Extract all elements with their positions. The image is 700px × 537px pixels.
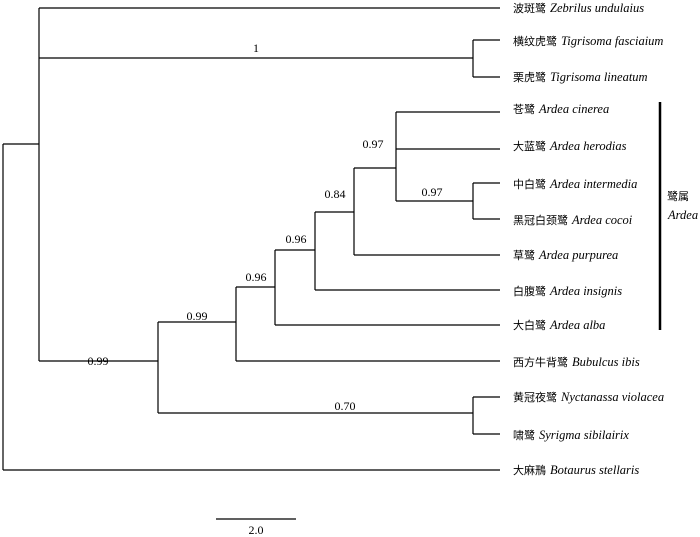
branch-node-c bbox=[157, 321, 473, 414]
tip-label: 黑冠白颈鹭 Ardea cocoi bbox=[513, 211, 633, 228]
tip-label: 黄冠夜鹭 Nyctanassa violacea bbox=[513, 388, 664, 405]
tip-label: 西方牛背鹭 Bubulcus ibis bbox=[513, 353, 640, 370]
branch-intermedia-cocoi bbox=[472, 182, 500, 220]
branch-root-stem bbox=[2, 143, 500, 471]
support-nycticoracini: 0.99 bbox=[88, 354, 109, 368]
branch-alba-node bbox=[274, 249, 500, 326]
tip-label: 横纹虎鹭 Tigrisoma fasciaium bbox=[513, 32, 663, 49]
support-purpurea: 0.84 bbox=[325, 187, 346, 201]
tip-label: 中白鹭 Ardea intermedia bbox=[513, 175, 637, 192]
tip-label: 栗虎鹭 Tigrisoma lineatum bbox=[513, 68, 648, 85]
tip-label: 波斑鹭 Zebrilus undulaius bbox=[513, 0, 644, 16]
branch-bubulcus-node bbox=[235, 286, 500, 362]
branch-tigrisoma bbox=[472, 39, 500, 78]
support-cinerea-group: 0.97 bbox=[363, 137, 384, 151]
tip-label: 啸鹭 Syrigma sibilairix bbox=[513, 426, 629, 443]
branch-cinerea-node bbox=[395, 111, 500, 202]
support-intermedia-cocoi: 0.97 bbox=[422, 185, 443, 199]
tip-label: 大麻鳽 Botaurus stellaris bbox=[513, 461, 639, 478]
tip-label: 苍鹭 Ardea cinerea bbox=[513, 100, 609, 117]
clade-label-sci: Ardea bbox=[667, 208, 698, 222]
tip-label: 大蓝鹭 Ardea herodias bbox=[513, 137, 627, 154]
support-alba: 0.96 bbox=[246, 270, 267, 284]
branch-nyctanassa-syrigma bbox=[472, 396, 500, 435]
branch-node-a bbox=[38, 7, 500, 362]
branch-insignis-node bbox=[314, 211, 500, 291]
tip-label: 草鹭 Ardea purpurea bbox=[513, 246, 618, 263]
branch-purpurea-node bbox=[353, 167, 500, 256]
support-tigrisoma: 1 bbox=[253, 41, 259, 55]
support-nyctanassa-syrigma: 0.70 bbox=[335, 399, 356, 413]
tip-label: 白腹鹭 Ardea insignis bbox=[513, 282, 622, 299]
clade-label-cn: 鹭属 bbox=[667, 189, 689, 203]
support-bubulcus: 0.99 bbox=[187, 309, 208, 323]
support-insignis: 0.96 bbox=[286, 232, 307, 246]
tip-label: 大白鹭 Ardea alba bbox=[513, 316, 605, 333]
scale-bar-label: 2.0 bbox=[249, 523, 264, 537]
